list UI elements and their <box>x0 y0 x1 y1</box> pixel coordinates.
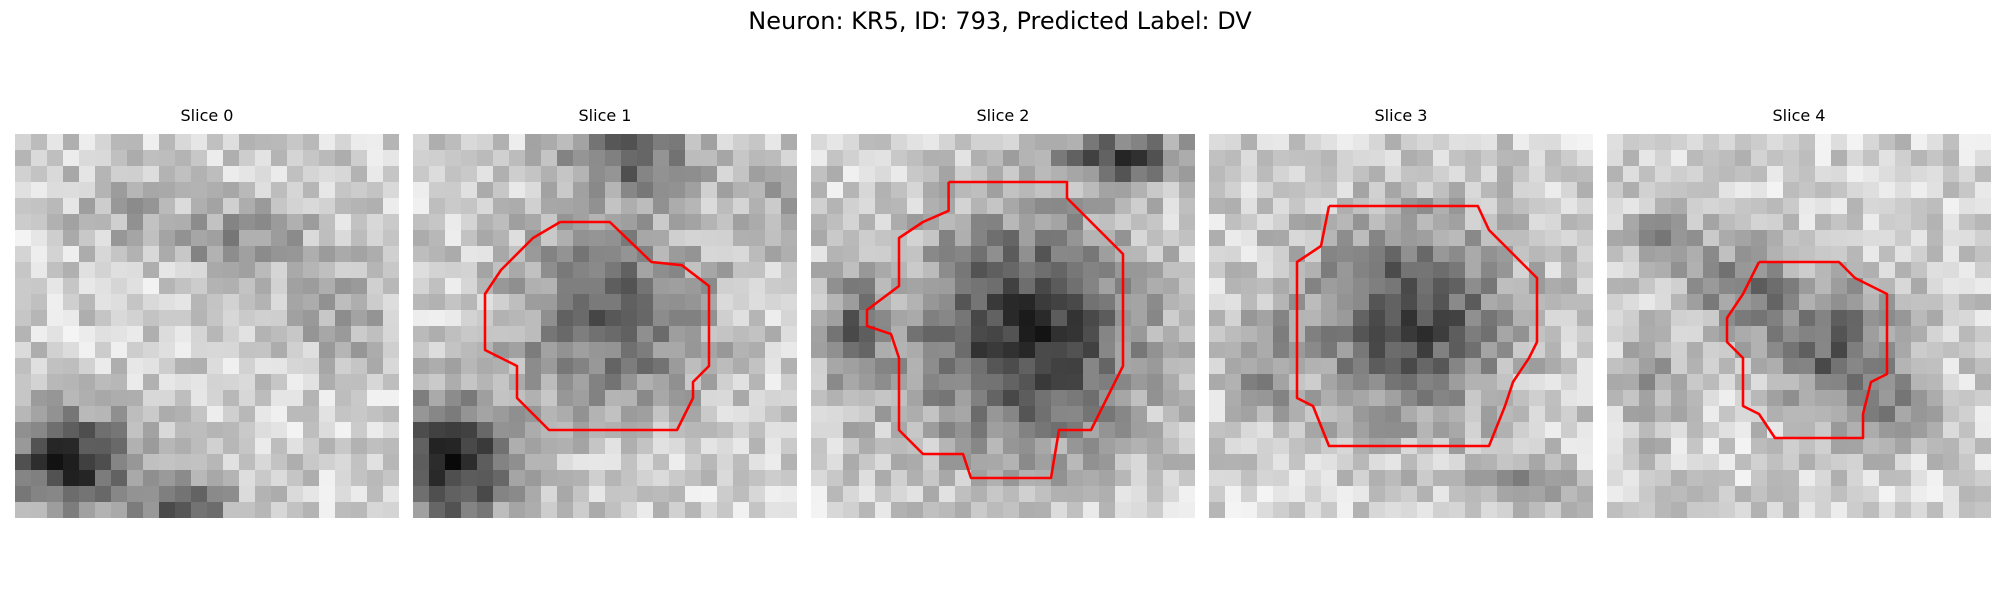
slice-title-0: Slice 0 <box>180 106 234 125</box>
slice-panel-2: Slice 2 <box>811 106 1195 518</box>
slice-image-4 <box>1607 134 1991 518</box>
slice-title-3: Slice 3 <box>1374 106 1428 125</box>
slice-image-0 <box>15 134 399 518</box>
neuron-contour-4 <box>1725 260 1889 440</box>
neuron-contour-3 <box>1295 204 1539 448</box>
slice-title-4: Slice 4 <box>1772 106 1826 125</box>
figure-title: Neuron: KR5, ID: 793, Predicted Label: D… <box>748 7 1252 35</box>
slice-image-1 <box>413 134 797 518</box>
slice-title-1: Slice 1 <box>578 106 632 125</box>
slice-image-3 <box>1209 134 1593 518</box>
slice-title-2: Slice 2 <box>976 106 1030 125</box>
slice-panel-1: Slice 1 <box>413 106 797 518</box>
slice-panel-3: Slice 3 <box>1209 106 1593 518</box>
slice-panel-0: Slice 0 <box>15 106 399 518</box>
slice-panel-4: Slice 4 <box>1607 106 1991 518</box>
neuron-contour-1 <box>483 220 711 432</box>
slice-image-2 <box>811 134 1195 518</box>
neuron-contour-2 <box>865 180 1125 480</box>
